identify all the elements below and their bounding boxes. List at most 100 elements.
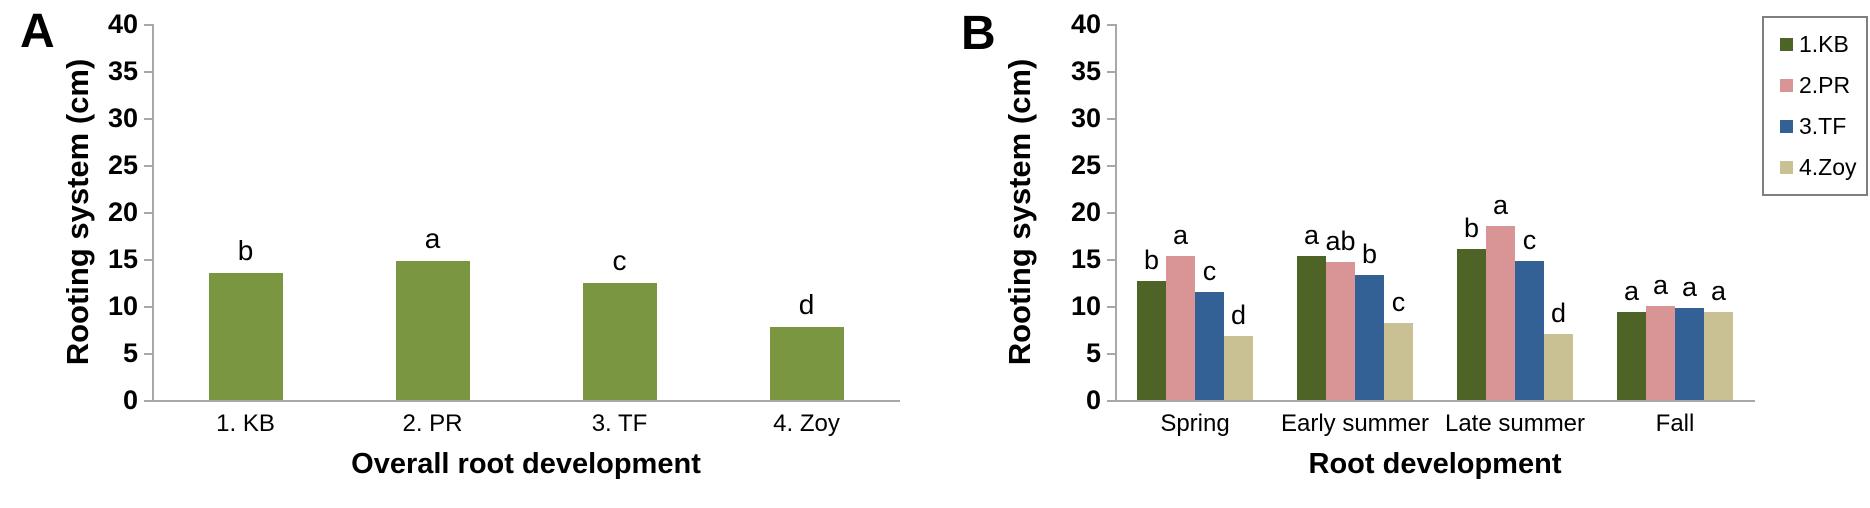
- x-tick-label: 1. KB: [216, 410, 275, 437]
- bar: [395, 260, 470, 400]
- sig-letter: a: [1172, 220, 1189, 251]
- y-tick-label: 15: [107, 244, 138, 274]
- panel-b-label: B: [961, 7, 996, 60]
- x-tick-label: 4. Zoy: [773, 410, 840, 437]
- y-tick-label: 35: [1070, 56, 1101, 86]
- legend-swatch-icon: [1780, 161, 1793, 174]
- sig-letter: b: [1463, 212, 1480, 243]
- y-tick-label: 15: [1070, 244, 1101, 274]
- y-tick-mark: [144, 353, 152, 355]
- bar: [208, 273, 283, 400]
- y-tick-label: 5: [1085, 338, 1101, 368]
- sig-letter: c: [1202, 255, 1217, 286]
- x-tick-label: 3. TF: [591, 410, 648, 437]
- y-tick-mark: [1107, 400, 1115, 402]
- legend-label: 3.TF: [1799, 113, 1847, 139]
- panel-a-x-axis-title: Overall root development: [351, 448, 701, 480]
- sig-letter: d: [1550, 298, 1567, 329]
- legend-item: 1.KB: [1768, 24, 1862, 65]
- y-tick-mark: [144, 165, 152, 167]
- y-tick-mark: [1107, 353, 1115, 355]
- legend-item: 4.Zoy: [1768, 147, 1862, 188]
- bar: [1224, 336, 1253, 400]
- y-tick-mark: [1107, 165, 1115, 167]
- bar: [582, 283, 657, 400]
- x-tick-label: Late summer: [1444, 410, 1586, 437]
- sig-letter: b: [237, 235, 254, 267]
- sig-letter: b: [1361, 238, 1378, 269]
- x-tick-label: Spring: [1160, 410, 1230, 437]
- y-tick-mark: [144, 400, 152, 402]
- x-tick-label: Early summer: [1280, 410, 1430, 437]
- sig-letter: c: [612, 245, 627, 277]
- y-tick-label: 20: [107, 197, 138, 227]
- sig-letter: a: [1492, 190, 1509, 221]
- legend-item: 2.PR: [1768, 65, 1862, 106]
- bar: [1457, 248, 1486, 400]
- y-tick-label: 40: [1070, 9, 1101, 39]
- panel-b: B Rooting system (cm) 0 5 10 15 20 25 30 35 40 Sp…: [935, 0, 1870, 508]
- y-tick-mark: [1107, 306, 1115, 308]
- sig-letter: a: [1710, 275, 1727, 306]
- bar: [1384, 322, 1413, 400]
- y-tick-label: 10: [107, 291, 138, 321]
- y-tick-label: 30: [107, 103, 138, 133]
- sig-letter: a: [1681, 271, 1698, 302]
- legend-item: 3.TF: [1768, 106, 1862, 147]
- x-tick-label: 2. PR: [402, 410, 463, 437]
- sig-letter: c: [1391, 286, 1406, 317]
- bar: [1355, 274, 1384, 400]
- panel-b-x-axis-title: Root development: [1308, 448, 1562, 480]
- sig-letter: a: [424, 222, 441, 254]
- y-tick-mark: [1107, 71, 1115, 73]
- bar: [1137, 280, 1166, 400]
- sig-letter: a: [1623, 275, 1640, 306]
- bar: [1646, 306, 1675, 400]
- y-tick-label: 0: [122, 385, 138, 415]
- bar: [1617, 311, 1646, 400]
- legend-swatch-icon: [1780, 38, 1793, 51]
- bar: [1297, 256, 1326, 400]
- y-axis-line: [152, 24, 154, 402]
- y-tick-label: 25: [107, 150, 138, 180]
- legend-swatch-icon: [1780, 120, 1793, 133]
- bar: [1195, 291, 1224, 400]
- y-tick-mark: [144, 212, 152, 214]
- sig-letter: d: [1230, 300, 1247, 331]
- y-tick-mark: [1107, 118, 1115, 120]
- bar: [1326, 261, 1355, 400]
- bar: [769, 326, 844, 400]
- bar: [1515, 260, 1544, 400]
- x-tick-label: Fall: [1655, 410, 1695, 437]
- legend-box: 1.KB 2.PR 3.TF 4.Zoy: [1762, 16, 1868, 196]
- bar: [1704, 311, 1733, 400]
- y-tick-mark: [1107, 24, 1115, 26]
- legend-swatch-icon: [1780, 79, 1793, 92]
- y-tick-label: 35: [107, 56, 138, 86]
- sig-letter: a: [1303, 220, 1320, 251]
- y-tick-mark: [144, 306, 152, 308]
- y-tick-label: 5: [122, 338, 138, 368]
- panel-a-label: A: [20, 5, 55, 58]
- sig-letter: b: [1143, 244, 1160, 275]
- legend-label: 2.PR: [1799, 72, 1851, 98]
- bar: [1486, 226, 1515, 400]
- y-tick-mark: [1107, 212, 1115, 214]
- y-tick-mark: [144, 259, 152, 261]
- y-tick-label: 40: [107, 9, 138, 39]
- y-tick-mark: [1107, 259, 1115, 261]
- sig-letter: ab: [1325, 225, 1356, 256]
- bar: [1166, 256, 1195, 400]
- y-tick-mark: [144, 118, 152, 120]
- y-tick-label: 10: [1070, 291, 1101, 321]
- sig-letter: c: [1522, 224, 1537, 255]
- y-tick-label: 25: [1070, 150, 1101, 180]
- y-tick-mark: [144, 71, 152, 73]
- legend-label: 1.KB: [1799, 31, 1849, 57]
- legend-label: 4.Zoy: [1799, 154, 1857, 180]
- y-axis-line: [1115, 24, 1117, 402]
- y-tick-label: 0: [1085, 385, 1101, 415]
- panel-a: A Rooting system (cm) 0 5 10 15 20 25 30 35 40 1.…: [20, 5, 900, 480]
- bar: [1544, 334, 1573, 400]
